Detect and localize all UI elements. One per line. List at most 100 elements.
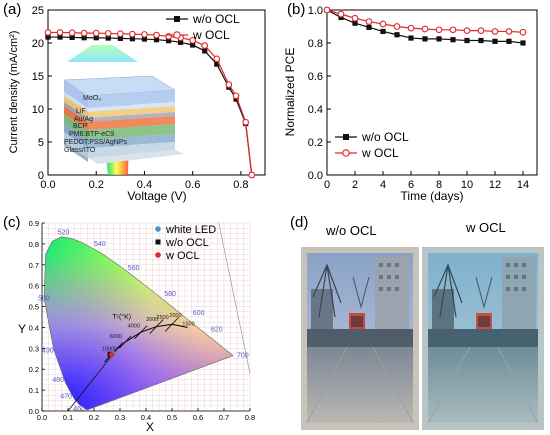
a-point [202, 48, 208, 54]
c-xtick-label: 0.8 [245, 413, 255, 422]
b-xtick-label: 12 [489, 179, 501, 191]
b-point [477, 27, 485, 34]
a-point [213, 55, 221, 63]
planckian-label: Tᶜ(°K) [112, 313, 131, 321]
b-point [408, 35, 414, 41]
jv-chart: 0.0 0.2 0.4 0.6 0.8 0 5 10 15 20 25 MoO₃ LiF Au/Ag… [8, 5, 266, 203]
b-xtick-label: 6 [408, 179, 414, 191]
b-point [506, 38, 512, 44]
b-point [323, 6, 331, 14]
a-point [44, 29, 52, 36]
b-point [492, 38, 498, 44]
y-axis-title-a: Current density (mA/cm²) [8, 31, 20, 154]
b-point [449, 26, 457, 34]
wavelength-label: 470 [60, 393, 72, 400]
y-axis-title-b: Normalized PCE [283, 48, 297, 137]
spectral-locus [43, 236, 234, 411]
b-ytick-label: 0.8 [308, 38, 323, 50]
c-ytick-label: 0.8 [29, 240, 39, 249]
b-point [519, 28, 527, 36]
c-xtick-label: 0.4 [141, 413, 151, 422]
cct-label: 3000 [146, 317, 158, 323]
wavelength-label: 600 [193, 310, 205, 317]
b-point [366, 24, 372, 30]
a-point [129, 36, 135, 42]
b-point [422, 36, 428, 42]
a-xtick-label: 0.6 [185, 179, 200, 191]
c-xtick-label: 0.7 [219, 413, 229, 422]
legend-c-w-ocl: w OCL [165, 250, 200, 262]
x-axis-title-c: X [146, 420, 154, 434]
x-axis-title-a: Voltage (V) [127, 189, 186, 203]
a-ytick-label: 25 [32, 5, 44, 17]
a-point [105, 35, 111, 41]
a-point [116, 30, 124, 38]
b-point [407, 24, 415, 32]
a-point [225, 81, 233, 88]
a-point [153, 37, 160, 43]
layer-label-pedot: PEDOT:PSS/AgNPs [64, 139, 128, 146]
cct-label: 10000 [102, 346, 117, 352]
a-point [56, 29, 64, 36]
cie-point-w-ocl [109, 352, 115, 358]
cct-label: 4000 [128, 323, 140, 329]
wavelength-label: 580 [164, 291, 176, 298]
b-point [337, 10, 345, 18]
panel-label-a: (a) [3, 1, 22, 18]
a-point [81, 35, 87, 41]
a-ytick-label: 5 [38, 137, 44, 149]
b-ytick-label: 0.6 [308, 71, 323, 83]
a-point [57, 34, 63, 40]
cct-label: 1500 [182, 321, 194, 327]
a-xtick-label: 0.8 [233, 179, 248, 191]
wavelength-label: 520 [58, 229, 70, 236]
y-axis-title-c: Y [18, 322, 26, 336]
b-point [463, 27, 471, 34]
b-ytick-label: 0.0 [308, 170, 323, 182]
b-point [450, 37, 456, 43]
b-point [435, 26, 443, 34]
b-point [464, 37, 470, 44]
c-ytick-label: 0.4 [29, 323, 39, 332]
cct-label: 2500 [156, 315, 168, 321]
c-xtick-label: 0.0 [37, 413, 47, 422]
b-point [505, 28, 513, 35]
a-point [178, 39, 184, 45]
isotherm-line [134, 325, 148, 340]
b-xtick-label: 0 [324, 179, 330, 191]
c-ytick-label: 0.6 [29, 282, 39, 291]
a-ytick-label: 15 [32, 71, 44, 83]
a-point [93, 35, 99, 41]
cct-label: 2000 [169, 313, 181, 319]
boundary-line [218, 222, 251, 374]
panel-label-d: (d) [290, 214, 309, 231]
a-xtick-label: 0.0 [40, 179, 55, 191]
legend-c-wo-ocl: w/o OCL [165, 237, 209, 249]
legend-a-wo-ocl: w/o OCL [192, 12, 240, 26]
a-point [232, 92, 240, 100]
c-xtick-label: 0.5 [167, 413, 177, 422]
a-point [242, 118, 250, 126]
c-xtick-label: 0.3 [115, 413, 125, 422]
c-ytick-label: 0.2 [29, 365, 39, 374]
photo-label-left: w/o OCL [326, 223, 377, 238]
c-xtick-label: 0.6 [193, 413, 203, 422]
wavelength-label: 560 [128, 265, 140, 272]
b-point [478, 37, 484, 44]
layer-label-au-ag: Au/Ag [74, 116, 93, 123]
b-ytick-label: 0.4 [308, 104, 323, 116]
b-point [491, 28, 499, 35]
a-point [141, 36, 148, 42]
c-ytick-label: 0.7 [29, 261, 39, 270]
b-point [380, 28, 386, 35]
a-point [104, 30, 112, 37]
legend-b-w-ocl: w OCL [361, 146, 399, 160]
legend-b-wo-ocl: w/o OCL [361, 130, 409, 144]
wavelength-label: 620 [211, 327, 223, 334]
a-point [190, 42, 196, 48]
a-point [92, 29, 100, 37]
a-point [45, 34, 51, 40]
device-stack-illustration: MoO₃ LiF Au/Ag BCP PM6:BTP-eC9 PEDOT:PSS… [63, 45, 185, 175]
cct-label: 6000 [110, 334, 122, 340]
